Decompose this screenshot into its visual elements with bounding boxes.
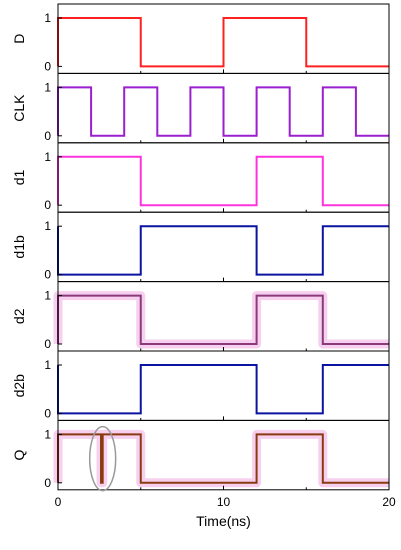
panel-label-d1b: d1b [11, 235, 27, 259]
y-tick-label: 1 [44, 150, 51, 164]
y-tick-label: 0 [44, 59, 51, 73]
x-tick-label: 0 [55, 495, 62, 509]
y-tick-label: 0 [44, 129, 51, 143]
panel-d: 0 1 D [11, 3, 390, 74]
panel-label-d2b: d2b [11, 374, 27, 398]
y-tick-label: 0 [44, 268, 51, 282]
panel-d2: 0 1 d2 [11, 281, 390, 352]
signal-line-q [57, 433, 389, 484]
glitch-annotation-ellipse [88, 425, 117, 492]
signal-line-d1b [57, 225, 389, 276]
y-tick-label: 0 [44, 406, 51, 420]
panel-clk: 0 1 CLK [11, 72, 390, 144]
y-tick-label: 1 [44, 219, 51, 233]
y-tick-label: 0 [44, 476, 51, 490]
panel-d2b: 0 1 d2b [11, 350, 390, 421]
y-tick-label: 1 [44, 11, 51, 25]
x-tick-label: 10 [217, 495, 231, 509]
signal-highlight-d2 [53, 291, 389, 349]
x-tick-label: 20 [382, 495, 396, 509]
signal-line-d1 [57, 155, 389, 207]
signal-line-clk [57, 86, 389, 137]
y-tick-label: 1 [44, 358, 51, 372]
panel-frame [57, 142, 390, 213]
panel-label-q: Q [11, 450, 27, 461]
y-tick-label: 0 [44, 198, 51, 212]
y-tick-label: 1 [44, 80, 51, 94]
signal-line-d2 [57, 294, 389, 345]
panel-label-d2: d2 [11, 308, 27, 324]
y-tick-label: 0 [44, 337, 51, 351]
panel-label-d: D [11, 34, 27, 44]
panel-label-clk: CLK [11, 94, 27, 122]
panel-q: 0 1 Q [11, 419, 390, 492]
signal-highlight-q [53, 429, 389, 488]
panel-d1b: 0 1 d1b [11, 211, 390, 283]
panel-frame [57, 350, 390, 421]
panel-d1: 0 1 d1 [11, 142, 390, 213]
x-axis-title: Time(ns) [196, 513, 251, 529]
panel-label-d1: d1 [11, 170, 27, 186]
signal-line-d2b [57, 364, 389, 415]
signal-line-d [57, 17, 389, 68]
panel-frame [57, 211, 390, 283]
y-tick-label: 1 [44, 427, 51, 441]
y-tick-label: 1 [44, 289, 51, 303]
